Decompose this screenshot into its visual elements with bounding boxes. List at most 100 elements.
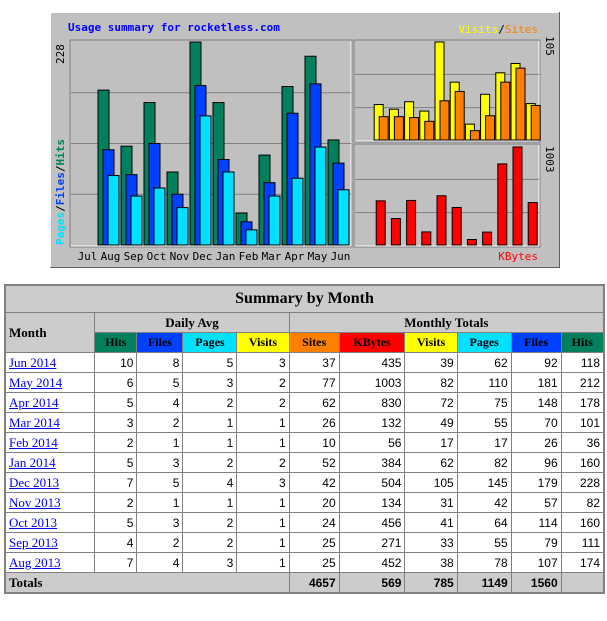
value-cell: 384 [338, 452, 406, 473]
value-cell: 39 [404, 352, 458, 373]
value-cell: 2 [182, 532, 238, 553]
bar-kbytes-jun [527, 201, 538, 246]
value-cell: 3 [182, 372, 238, 393]
month-link[interactable]: Mar 2014 [9, 414, 60, 430]
value-cell: 96 [510, 452, 562, 473]
y-label-part: Files [54, 172, 67, 205]
value-cell: 72 [404, 392, 458, 413]
daily-pages-header: Pages [182, 332, 238, 353]
daily-files-header: Files [136, 332, 184, 353]
bar-kbytes-sep [390, 218, 401, 246]
month-cell: Feb 2014 [4, 432, 96, 453]
bar-kbytes-jan [451, 206, 462, 246]
value-cell: 75 [456, 392, 512, 413]
table-row: Dec 2013 7 5 4 3 42 504 105 145 179 228 [4, 472, 605, 493]
value-cell: 17 [456, 432, 512, 453]
value-cell: 2 [94, 432, 138, 453]
value-cell: 1 [236, 432, 290, 453]
table-row: Jan 2014 5 3 2 2 52 384 62 82 96 160 [4, 452, 605, 473]
value-cell: 1 [236, 512, 290, 533]
value-cell: 2 [136, 532, 184, 553]
totals-value: 4657 [288, 572, 340, 594]
value-cell: 33 [404, 532, 458, 553]
table-row: Apr 2014 5 4 2 2 62 830 72 75 148 178 [4, 392, 605, 413]
bar-pages-apr [291, 177, 304, 246]
value-cell: 830 [338, 392, 406, 413]
value-cell: 3 [236, 352, 290, 373]
value-cell: 52 [288, 452, 340, 473]
group-header-row: Month Daily Avg Monthly Totals [4, 312, 605, 353]
visits-sites-legend: Visits/Sites [459, 23, 539, 36]
legend-separator: / [498, 23, 505, 36]
value-cell: 504 [338, 472, 406, 493]
value-cell: 111 [560, 532, 605, 553]
value-cell: 20 [288, 492, 340, 513]
bar-pages-jan [222, 171, 235, 246]
value-cell: 174 [560, 552, 605, 573]
value-cell: 1003 [338, 372, 406, 393]
y-label-sep: / [54, 205, 67, 212]
value-cell: 3 [182, 552, 238, 573]
value-cell: 2 [236, 372, 290, 393]
value-cell: 36 [560, 432, 605, 453]
table-row: Aug 2013 7 4 3 1 25 452 38 78 107 174 [4, 552, 605, 573]
bar-kbytes-may [512, 146, 523, 246]
totals-row: Totals 4657 569 785 1149 1560 [4, 572, 604, 594]
month-link[interactable]: Oct 2013 [9, 514, 58, 530]
totals-value: 785 [404, 572, 458, 594]
monthly-pages-header: Pages [456, 332, 512, 353]
value-cell: 160 [560, 452, 605, 473]
usage-chart-svg: Usage summary for rocketless.com Visits/S… [50, 12, 560, 268]
value-cell: 4 [182, 472, 238, 493]
month-link[interactable]: Sep 2013 [9, 534, 58, 550]
value-cell: 25 [288, 532, 340, 553]
summary-table: Summary by Month Month Daily Avg Monthly… [4, 284, 605, 594]
value-cell: 31 [404, 492, 458, 513]
x-tick-label-apr: Apr [285, 250, 305, 263]
value-cell: 82 [560, 492, 605, 513]
x-tick-label-mar: Mar [262, 250, 282, 263]
table-row: Oct 2013 5 3 2 1 24 456 41 64 114 160 [4, 512, 605, 533]
value-cell: 79 [510, 532, 562, 553]
table-row: Sep 2013 4 2 2 1 25 271 33 55 79 111 [4, 532, 605, 553]
month-link[interactable]: Jan 2014 [9, 454, 56, 470]
month-link[interactable]: Aug 2013 [9, 554, 61, 570]
kbytes-plot-frame [353, 143, 541, 248]
month-link[interactable]: Apr 2014 [9, 394, 59, 410]
value-cell: 2 [94, 492, 138, 513]
value-cell: 37 [288, 352, 340, 373]
value-cell: 178 [560, 392, 605, 413]
bar-sites-apr [500, 81, 511, 141]
bar-kbytes-mar [482, 231, 493, 246]
bar-kbytes-dec [436, 195, 447, 246]
value-cell: 4 [136, 552, 184, 573]
value-cell: 145 [456, 472, 512, 493]
month-link[interactable]: Feb 2014 [9, 434, 58, 450]
value-cell: 134 [338, 492, 406, 513]
value-cell: 55 [456, 412, 512, 433]
value-cell: 2 [136, 412, 184, 433]
value-cell: 5 [182, 352, 238, 373]
bar-kbytes-oct [406, 199, 417, 246]
value-cell: 160 [560, 512, 605, 533]
x-tick-label-dec: Dec [193, 250, 213, 263]
value-cell: 62 [456, 352, 512, 373]
month-link[interactable]: May 2014 [9, 374, 63, 390]
value-cell: 7 [94, 472, 138, 493]
value-cell: 17 [404, 432, 458, 453]
value-cell: 5 [94, 452, 138, 473]
value-cell: 105 [404, 472, 458, 493]
month-cell: Jan 2014 [4, 452, 96, 473]
month-link[interactable]: Dec 2013 [9, 474, 60, 490]
month-cell: Apr 2014 [4, 392, 96, 413]
monthly-kbytes-header: KBytes [338, 332, 406, 353]
bar-kbytes-aug [375, 200, 386, 246]
main-plot-frame [69, 39, 353, 248]
bar-pages-nov [176, 207, 189, 246]
table-row: Mar 2014 3 2 1 1 26 132 49 55 70 101 [4, 412, 605, 433]
monthly-visits-header: Visits [404, 332, 458, 353]
value-cell: 3 [136, 512, 184, 533]
month-link[interactable]: Nov 2013 [9, 494, 61, 510]
month-cell: Dec 2013 [4, 472, 96, 493]
month-link[interactable]: Jun 2014 [9, 354, 57, 370]
